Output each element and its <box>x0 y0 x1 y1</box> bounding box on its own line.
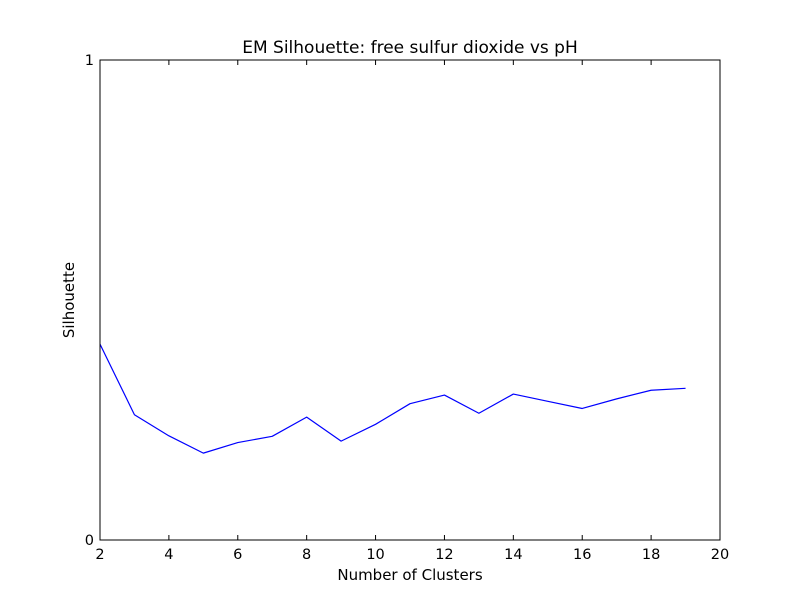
x-tick-label: 8 <box>302 547 311 563</box>
x-tick-label: 2 <box>95 547 104 563</box>
x-tick-label: 20 <box>711 547 729 563</box>
x-tick-label: 4 <box>164 547 173 563</box>
x-tick-label: 12 <box>435 547 453 563</box>
x-tick-label: 18 <box>642 547 660 563</box>
y-tick-label: 1 <box>85 53 94 69</box>
plot-content <box>99 343 686 454</box>
x-tick-label: 16 <box>573 547 591 563</box>
plot-frame <box>99 59 721 541</box>
y-axis-label: Silhouette <box>60 262 78 338</box>
y-axis-ticks: 01 <box>85 53 720 549</box>
x-tick-label: 6 <box>233 547 242 563</box>
x-tick-label: 14 <box>504 547 522 563</box>
x-axis-ticks: 2 4 6 8 10 12 14 16 18 20 <box>95 60 729 563</box>
y-tick-label: 0 <box>85 533 94 549</box>
x-tick-label: 10 <box>366 547 384 563</box>
chart-title: EM Silhouette: free sulfur dioxide vs pH <box>242 38 578 58</box>
x-axis-label: Number of Clusters <box>337 566 482 584</box>
series-line-0 <box>99 343 686 454</box>
